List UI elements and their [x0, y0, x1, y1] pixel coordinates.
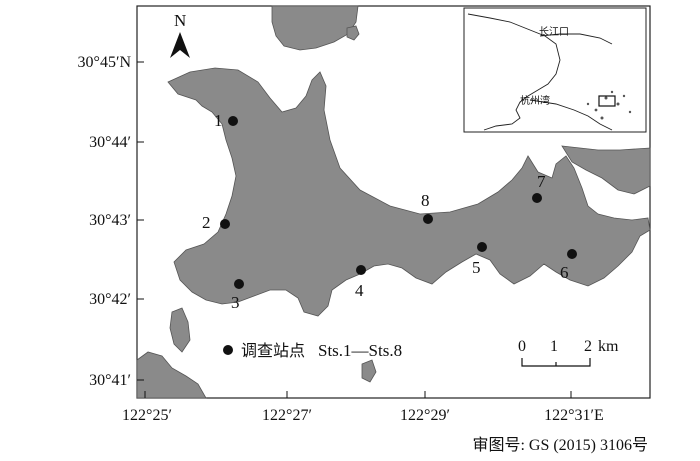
station-6-marker — [567, 249, 577, 259]
legend-station-marker — [223, 345, 233, 355]
lon-label-12225: 122°25′ — [122, 407, 172, 424]
station-4-label: 4 — [355, 281, 364, 300]
station-2-label: 2 — [202, 213, 211, 232]
scale-tick-2: 2 — [584, 338, 592, 355]
north-arrow-icon — [170, 32, 190, 58]
inset-study-area-box — [598, 95, 616, 107]
island-north-small — [346, 25, 360, 41]
station-3-label: 3 — [231, 293, 240, 312]
lon-label-12231: 122°31′E — [544, 407, 604, 424]
inset-label-changjiangkou: 长江口 — [539, 26, 569, 38]
scale-tick-1: 1 — [550, 338, 558, 355]
inset-coastline — [467, 13, 561, 131]
station-5-label: 5 — [472, 258, 481, 277]
lat-label-4542: 30°42′ — [89, 291, 131, 308]
lat-label-4543: 30°43′ — [89, 212, 131, 229]
station-8-marker — [423, 214, 433, 224]
stations: 1 2 3 4 5 6 7 8 — [202, 111, 577, 312]
lon-label-12229: 122°29′ — [400, 407, 450, 424]
land-masses — [136, 5, 651, 399]
station-6-label: 6 — [560, 263, 569, 282]
scale-unit: km — [598, 338, 619, 355]
station-7-marker — [532, 193, 542, 203]
island-south-west — [169, 307, 191, 353]
station-5-marker — [477, 242, 487, 252]
station-7-label: 7 — [537, 172, 546, 191]
island-east — [561, 145, 651, 195]
inset-frame — [463, 7, 647, 133]
inset-islands — [586, 90, 632, 120]
station-1-label: 1 — [214, 111, 223, 130]
inset-estuary — [539, 33, 613, 45]
lat-label-4541: 30°41′ — [89, 372, 131, 389]
island-south-center — [361, 359, 377, 383]
station-1-marker — [228, 116, 238, 126]
inset-map: 长江口 杭州湾 — [463, 7, 647, 133]
island-south-west-coast — [136, 351, 207, 399]
north-arrow: N — [170, 11, 190, 58]
station-2-marker — [220, 219, 230, 229]
lat-label-4544: 30°44′ — [89, 134, 131, 151]
station-8-label: 8 — [421, 191, 430, 210]
lat-label-4545: 30°45′N — [78, 54, 132, 71]
station-4-marker — [356, 265, 366, 275]
lon-label-12227: 122°27′ — [262, 407, 312, 424]
latitude-labels: 30°45′N 30°44′ 30°43′ 30°42′ 30°41′ — [78, 54, 132, 389]
island-north — [271, 5, 359, 51]
longitude-labels: 122°25′ 122°27′ 122°29′ 122°31′E — [122, 407, 604, 424]
inset-coast-south — [529, 99, 613, 131]
axis-ticks — [137, 61, 572, 398]
scale-tick-0: 0 — [518, 338, 526, 355]
main-island — [167, 67, 651, 317]
approval-number: 审图号: GS (2015) 3106号 — [472, 436, 648, 454]
inset-label-hangzhouwan: 杭州湾 — [520, 94, 550, 107]
scale-bar: 0 1 2 km — [518, 338, 619, 367]
station-3-marker — [234, 279, 244, 289]
legend-label-range: Sts.1—Sts.8 — [318, 341, 402, 360]
north-label: N — [174, 11, 186, 30]
legend-label-cn: 调查站点 — [241, 341, 305, 360]
legend: 调查站点 Sts.1—Sts.8 — [223, 341, 402, 360]
